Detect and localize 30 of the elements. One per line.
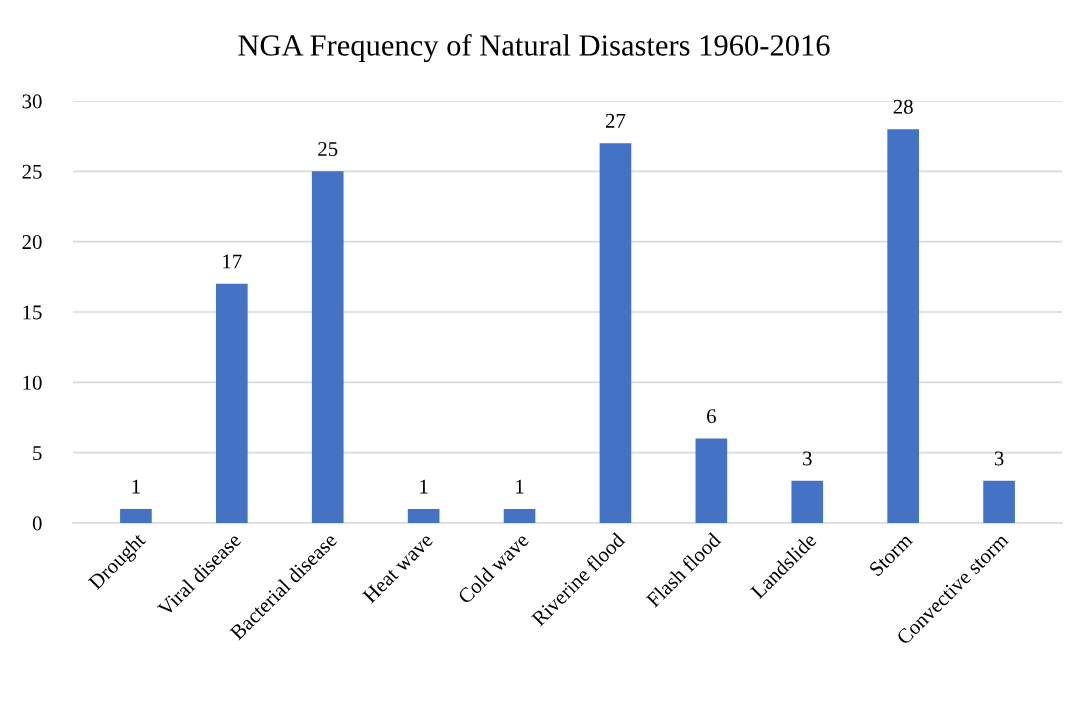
bar — [503, 508, 536, 523]
data-label: 25 — [318, 141, 338, 156]
y-tick-label: 30 — [22, 94, 42, 109]
y-tick-label: 5 — [33, 446, 42, 461]
bar — [120, 508, 152, 523]
chart-title: NGA Frequency of Natural Disasters 1960-2016 — [238, 33, 830, 63]
data-label: 1 — [516, 479, 524, 494]
y-tick-label: 15 — [23, 305, 42, 320]
bar — [216, 283, 248, 523]
bar — [311, 171, 344, 523]
x-tick-label: Cold wave — [456, 531, 530, 605]
y-tick-label: 0 — [32, 516, 42, 531]
data-label: 17 — [223, 254, 242, 269]
bar — [695, 438, 728, 523]
data-label: 28 — [893, 99, 913, 114]
bar — [983, 480, 1015, 523]
y-tick-label: 25 — [22, 164, 42, 179]
bar — [407, 508, 440, 523]
y-tick-label: 20 — [22, 235, 42, 250]
data-label: 1 — [420, 479, 428, 494]
y-tick-label: 10 — [23, 375, 42, 390]
bar — [599, 143, 632, 523]
data-label: 1 — [132, 479, 140, 494]
bar — [887, 129, 919, 523]
x-tick-label: Heat wave — [362, 532, 434, 604]
data-label: 6 — [707, 409, 716, 424]
data-label: 27 — [605, 113, 626, 128]
bar — [791, 480, 824, 523]
data-label: 3 — [803, 451, 812, 466]
data-label: 3 — [994, 451, 1004, 466]
